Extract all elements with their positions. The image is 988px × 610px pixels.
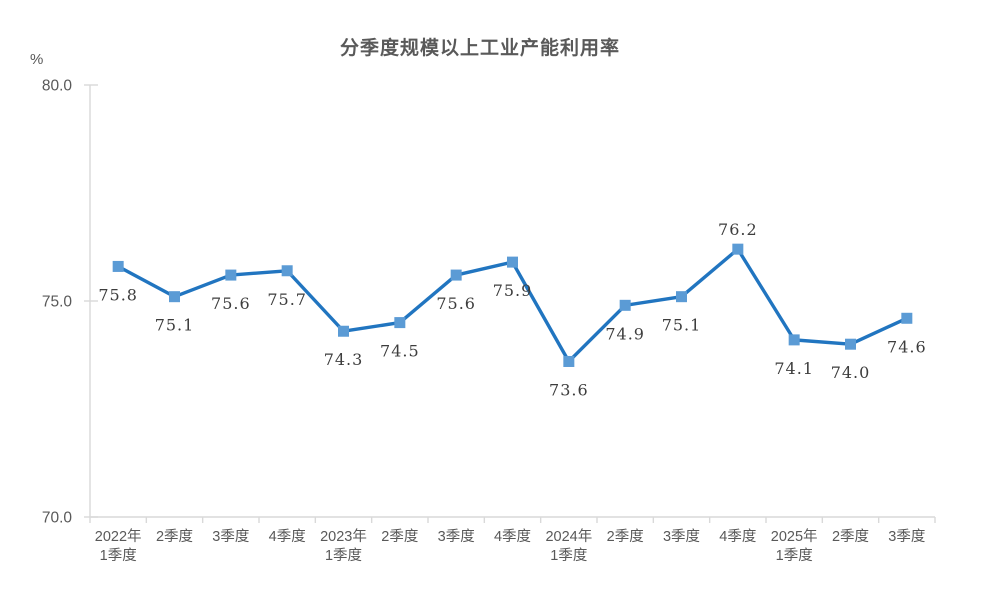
data-point-marker: [676, 291, 687, 303]
data-point-marker: [845, 338, 856, 350]
data-point-label: 75.6: [436, 294, 476, 313]
x-axis-category-label: 2024年 1季度: [545, 528, 592, 564]
data-point-label: 74.3: [324, 350, 364, 369]
x-axis-category-label: 3季度: [212, 528, 249, 545]
data-point-marker: [281, 265, 293, 277]
data-point-label: 74.5: [380, 342, 420, 361]
y-axis-unit-label: %: [30, 51, 44, 68]
x-axis-category-label: 4季度: [269, 528, 306, 545]
data-point-marker: [338, 325, 349, 337]
data-point-label: 73.6: [549, 380, 589, 399]
x-axis-category-label: 2022年 1季度: [95, 528, 142, 564]
x-axis-category-label: 2023年 1季度: [320, 528, 367, 564]
data-point-marker: [788, 334, 800, 346]
data-point-marker: [169, 291, 180, 303]
x-axis-category-label: 4季度: [494, 528, 531, 545]
data-point-marker: [901, 312, 913, 324]
data-point-label: 76.2: [718, 220, 758, 239]
x-axis-category-label: 3季度: [663, 528, 700, 545]
x-axis-category-label: 3季度: [888, 528, 925, 545]
y-axis-tick-label: 80.0: [42, 78, 73, 95]
data-point-label: 74.0: [831, 363, 871, 382]
data-point-label: 75.7: [267, 290, 307, 309]
x-axis-category-label: 3季度: [438, 528, 475, 545]
x-axis-category-label: 2季度: [156, 528, 193, 545]
data-point-marker: [112, 260, 124, 272]
data-point-label: 74.9: [605, 324, 645, 343]
data-point-marker: [507, 256, 518, 268]
data-point-marker: [619, 299, 631, 311]
data-point-label: 75.6: [211, 294, 251, 313]
data-point-marker: [394, 317, 406, 329]
data-point-marker: [225, 269, 237, 281]
x-axis-category-label: 4季度: [719, 528, 756, 545]
data-point-label: 75.1: [662, 316, 702, 335]
chart-title: 分季度规模以上工业产能利用率: [339, 38, 620, 59]
data-point-label: 75.9: [493, 281, 533, 300]
data-point-marker: [450, 269, 462, 281]
y-axis-tick-label: 75.0: [42, 294, 73, 311]
x-axis-category-label: 2季度: [832, 528, 869, 545]
x-axis-category-label: 2季度: [607, 528, 644, 545]
y-axis-tick-label: 70.0: [42, 510, 73, 527]
x-axis-category-label: 2025年 1季度: [771, 528, 818, 564]
data-point-marker: [732, 243, 744, 255]
x-axis-category-label: 2季度: [381, 528, 418, 545]
data-point-marker: [563, 355, 575, 367]
data-point-label: 75.8: [98, 285, 138, 304]
data-point-label: 74.6: [887, 337, 927, 356]
data-point-label: 75.1: [155, 316, 195, 335]
data-point-label: 74.1: [774, 359, 814, 378]
